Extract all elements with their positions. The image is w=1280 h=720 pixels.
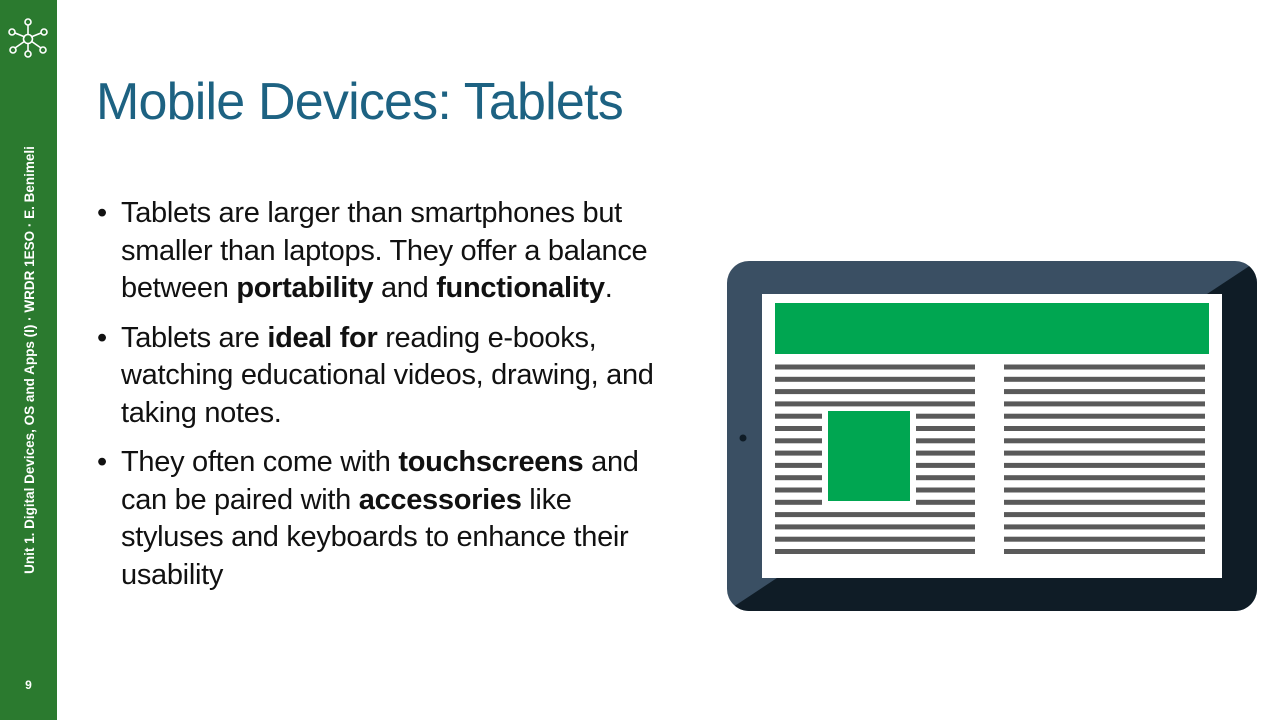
sidebar: Unit 1. Digital Devices, OS and Apps (I)… (0, 0, 57, 720)
screen-text-line (1004, 401, 1205, 407)
screen-text-line (1004, 512, 1205, 518)
camera-dot (739, 434, 747, 442)
screen-text-line (775, 499, 822, 505)
screen-text-line (1004, 376, 1205, 382)
screen-header-bar (775, 303, 1209, 354)
bullet-text: . (604, 272, 613, 304)
screen-text-line (775, 426, 822, 431)
page-number: 9 (25, 678, 32, 692)
tablet-icon (727, 261, 1257, 611)
bullet-emphasis: ideal for (267, 321, 378, 354)
screen-text-line (775, 487, 822, 493)
bullet-list: Tablets are larger than smartphones but … (97, 195, 657, 606)
bullet-text: They often come with (121, 446, 399, 478)
bullet-item: Tablets are larger than smartphones but … (97, 195, 657, 308)
screen-text-line (775, 524, 975, 530)
screen-text-line (1004, 462, 1205, 468)
screen-image-block (828, 411, 910, 501)
screen-text-line (916, 450, 975, 456)
screen-text-line (1004, 438, 1205, 444)
bullet-text: Tablets are (121, 321, 268, 354)
screen-text-line (775, 512, 975, 518)
bullet-text: like styluses and keyboards to enhance t… (121, 483, 629, 591)
slide-title: Mobile Devices: Tablets (96, 73, 624, 131)
bullet-emphasis: touchscreens (398, 446, 584, 478)
screen-text-line (1004, 499, 1205, 505)
screen-text-line (1004, 536, 1205, 542)
screen-text-line (1004, 450, 1205, 456)
screen-text-line (1004, 487, 1205, 493)
screen-text-line (916, 426, 975, 431)
screen-text-line (775, 438, 822, 444)
screen-text-line (775, 389, 975, 395)
screen-text-line (1004, 389, 1205, 395)
screen-text-line (775, 364, 975, 370)
screen-text-line (775, 376, 975, 382)
screen-text-line (916, 413, 975, 419)
bullet-item: They often come with touchscreens and ca… (97, 444, 657, 594)
bullet-text: reading e-books, watching educational vi… (121, 321, 654, 429)
screen-text-line (916, 487, 975, 493)
screen-text-line (775, 536, 975, 542)
screen-text-line (1004, 475, 1205, 481)
screen-text-line (775, 401, 975, 407)
screen-text-line (1004, 364, 1205, 370)
screen-text-line (775, 462, 822, 468)
bullet-text: and can be paired with (121, 446, 639, 516)
bullet-emphasis: portability (236, 272, 374, 304)
screen-text-line (916, 462, 975, 468)
network-nodes-icon (8, 18, 48, 58)
screen-text-line (775, 475, 822, 481)
bullet-emphasis: accessories (358, 483, 522, 516)
screen-text-line (916, 475, 975, 481)
bullet-text: Tablets are larger than smartphones but … (121, 197, 648, 304)
bullet-item: Tablets are ideal for reading e-books, w… (97, 320, 657, 433)
screen-text-line (916, 499, 975, 505)
screen-text-line (1004, 524, 1205, 530)
screen-text-line (1004, 426, 1205, 431)
screen-text-line (775, 450, 822, 456)
bullet-text: and (373, 272, 437, 304)
screen-text-line (1004, 413, 1205, 419)
screen-text-line (775, 413, 822, 419)
screen-text-line (775, 549, 975, 554)
bullet-emphasis: functionality (436, 272, 605, 304)
screen-text-line (916, 438, 975, 444)
sidebar-caption: Unit 1. Digital Devices, OS and Apps (I)… (22, 146, 37, 574)
screen-text-line (1004, 549, 1205, 554)
